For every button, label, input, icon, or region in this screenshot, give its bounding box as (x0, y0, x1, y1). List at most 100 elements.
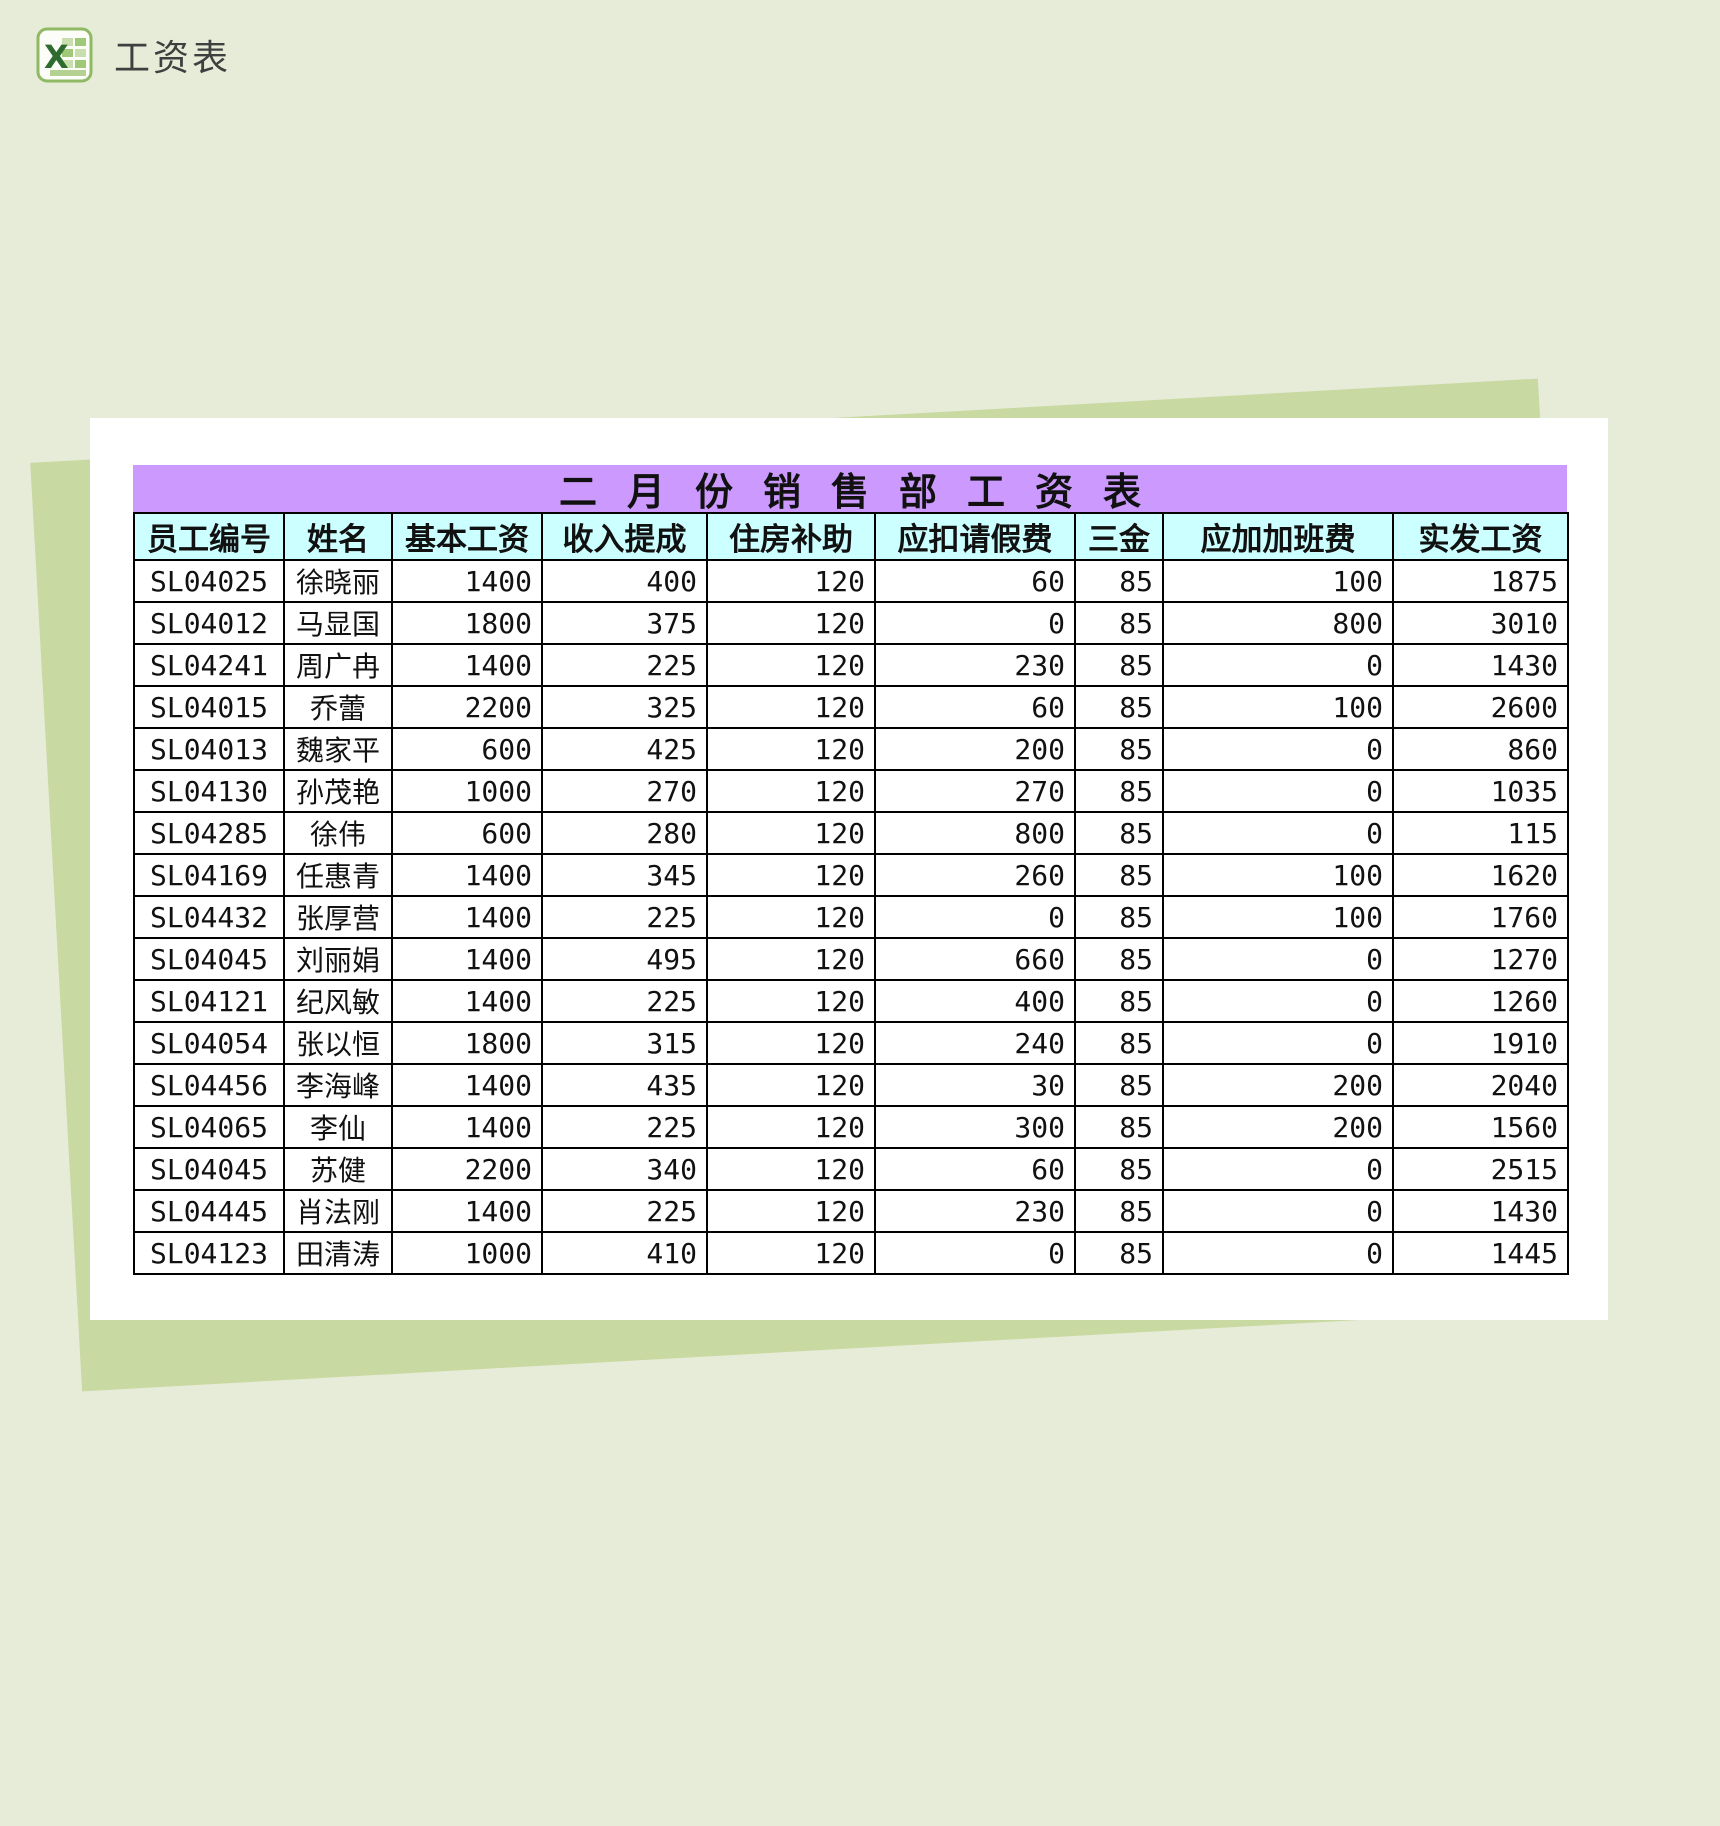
table-cell[interactable]: 85 (1074, 1105, 1164, 1149)
column-header[interactable]: 应加加班费 (1162, 512, 1394, 561)
table-cell[interactable]: 2515 (1392, 1147, 1569, 1191)
table-cell[interactable]: 0 (1162, 769, 1394, 813)
table-cell[interactable]: 徐晓丽 (283, 559, 393, 603)
table-cell[interactable]: 1000 (391, 1231, 543, 1275)
table-cell[interactable]: 1400 (391, 979, 543, 1023)
table-cell[interactable]: 1400 (391, 559, 543, 603)
table-cell[interactable]: 1620 (1392, 853, 1569, 897)
table-cell[interactable]: 2200 (391, 685, 543, 729)
table-cell[interactable]: 60 (874, 559, 1076, 603)
table-cell[interactable]: 600 (391, 811, 543, 855)
table-cell[interactable]: 85 (1074, 769, 1164, 813)
column-header[interactable]: 实发工资 (1392, 512, 1569, 561)
table-cell[interactable]: 120 (706, 685, 876, 729)
table-cell[interactable]: 100 (1162, 559, 1394, 603)
table-cell[interactable]: 120 (706, 853, 876, 897)
table-cell[interactable]: 0 (1162, 727, 1394, 771)
table-cell[interactable]: 85 (1074, 1189, 1164, 1233)
table-cell[interactable]: 1800 (391, 601, 543, 645)
table-cell[interactable]: 85 (1074, 811, 1164, 855)
table-cell[interactable]: 270 (541, 769, 708, 813)
table-cell[interactable]: 120 (706, 727, 876, 771)
table-cell[interactable]: 1760 (1392, 895, 1569, 939)
table-cell[interactable]: 1875 (1392, 559, 1569, 603)
table-cell[interactable]: SL04045 (133, 937, 285, 981)
table-cell[interactable]: 60 (874, 685, 1076, 729)
table-cell[interactable]: SL04123 (133, 1231, 285, 1275)
table-cell[interactable]: 0 (1162, 1189, 1394, 1233)
table-cell[interactable]: 410 (541, 1231, 708, 1275)
table-cell[interactable]: SL04025 (133, 559, 285, 603)
table-cell[interactable]: 0 (1162, 643, 1394, 687)
table-cell[interactable]: 120 (706, 811, 876, 855)
table-cell[interactable]: 230 (874, 643, 1076, 687)
table-cell[interactable]: 刘丽娟 (283, 937, 393, 981)
table-cell[interactable]: SL04285 (133, 811, 285, 855)
table-cell[interactable]: 85 (1074, 727, 1164, 771)
table-cell[interactable]: 660 (874, 937, 1076, 981)
table-cell[interactable]: 85 (1074, 895, 1164, 939)
table-cell[interactable]: 李海峰 (283, 1063, 393, 1107)
table-cell[interactable]: 马显国 (283, 601, 393, 645)
table-cell[interactable]: 1260 (1392, 979, 1569, 1023)
table-cell[interactable]: 120 (706, 1147, 876, 1191)
column-header[interactable]: 应扣请假费 (874, 512, 1076, 561)
column-header[interactable]: 收入提成 (541, 512, 708, 561)
table-cell[interactable]: 0 (874, 1231, 1076, 1275)
table-cell[interactable]: 860 (1392, 727, 1569, 771)
table-cell[interactable]: 340 (541, 1147, 708, 1191)
table-cell[interactable]: 0 (1162, 1021, 1394, 1065)
table-cell[interactable]: 0 (874, 895, 1076, 939)
table-cell[interactable]: 3010 (1392, 601, 1569, 645)
table-cell[interactable]: 1400 (391, 895, 543, 939)
table-cell[interactable]: 800 (1162, 601, 1394, 645)
table-cell[interactable]: 1560 (1392, 1105, 1569, 1149)
table-cell[interactable]: 800 (874, 811, 1076, 855)
table-cell[interactable]: 280 (541, 811, 708, 855)
table-cell[interactable]: 85 (1074, 685, 1164, 729)
table-cell[interactable]: 325 (541, 685, 708, 729)
table-cell[interactable]: 120 (706, 559, 876, 603)
table-cell[interactable]: 120 (706, 1105, 876, 1149)
column-header[interactable]: 员工编号 (133, 512, 285, 561)
table-cell[interactable]: 230 (874, 1189, 1076, 1233)
table-cell[interactable]: 85 (1074, 1063, 1164, 1107)
table-cell[interactable]: 85 (1074, 559, 1164, 603)
column-header[interactable]: 三金 (1074, 512, 1164, 561)
table-cell[interactable]: 1445 (1392, 1231, 1569, 1275)
table-cell[interactable]: 120 (706, 1189, 876, 1233)
table-cell[interactable]: 1800 (391, 1021, 543, 1065)
table-cell[interactable]: 100 (1162, 685, 1394, 729)
table-cell[interactable]: 120 (706, 895, 876, 939)
table-cell[interactable]: 2040 (1392, 1063, 1569, 1107)
table-cell[interactable]: 200 (1162, 1063, 1394, 1107)
table-cell[interactable]: SL04130 (133, 769, 285, 813)
table-cell[interactable]: SL04054 (133, 1021, 285, 1065)
column-header[interactable]: 住房补助 (706, 512, 876, 561)
table-cell[interactable]: 120 (706, 979, 876, 1023)
table-cell[interactable]: 260 (874, 853, 1076, 897)
table-cell[interactable]: 425 (541, 727, 708, 771)
column-header[interactable]: 姓名 (283, 512, 393, 561)
table-cell[interactable]: SL04241 (133, 643, 285, 687)
table-cell[interactable]: 85 (1074, 937, 1164, 981)
table-cell[interactable]: 375 (541, 601, 708, 645)
table-cell[interactable]: 徐伟 (283, 811, 393, 855)
table-cell[interactable]: 225 (541, 895, 708, 939)
table-cell[interactable]: 李仙 (283, 1105, 393, 1149)
table-cell[interactable]: 120 (706, 1063, 876, 1107)
table-cell[interactable]: 纪风敏 (283, 979, 393, 1023)
table-cell[interactable]: 100 (1162, 853, 1394, 897)
table-cell[interactable]: 任惠青 (283, 853, 393, 897)
table-cell[interactable]: 85 (1074, 643, 1164, 687)
table-cell[interactable]: 周广冉 (283, 643, 393, 687)
table-cell[interactable]: 85 (1074, 1021, 1164, 1065)
table-cell[interactable]: 孙茂艳 (283, 769, 393, 813)
table-cell[interactable]: 120 (706, 1021, 876, 1065)
table-cell[interactable]: SL04015 (133, 685, 285, 729)
table-cell[interactable]: 85 (1074, 1231, 1164, 1275)
table-cell[interactable]: 1430 (1392, 1189, 1569, 1233)
table-cell[interactable]: 2600 (1392, 685, 1569, 729)
table-cell[interactable]: 60 (874, 1147, 1076, 1191)
table-cell[interactable]: 400 (541, 559, 708, 603)
